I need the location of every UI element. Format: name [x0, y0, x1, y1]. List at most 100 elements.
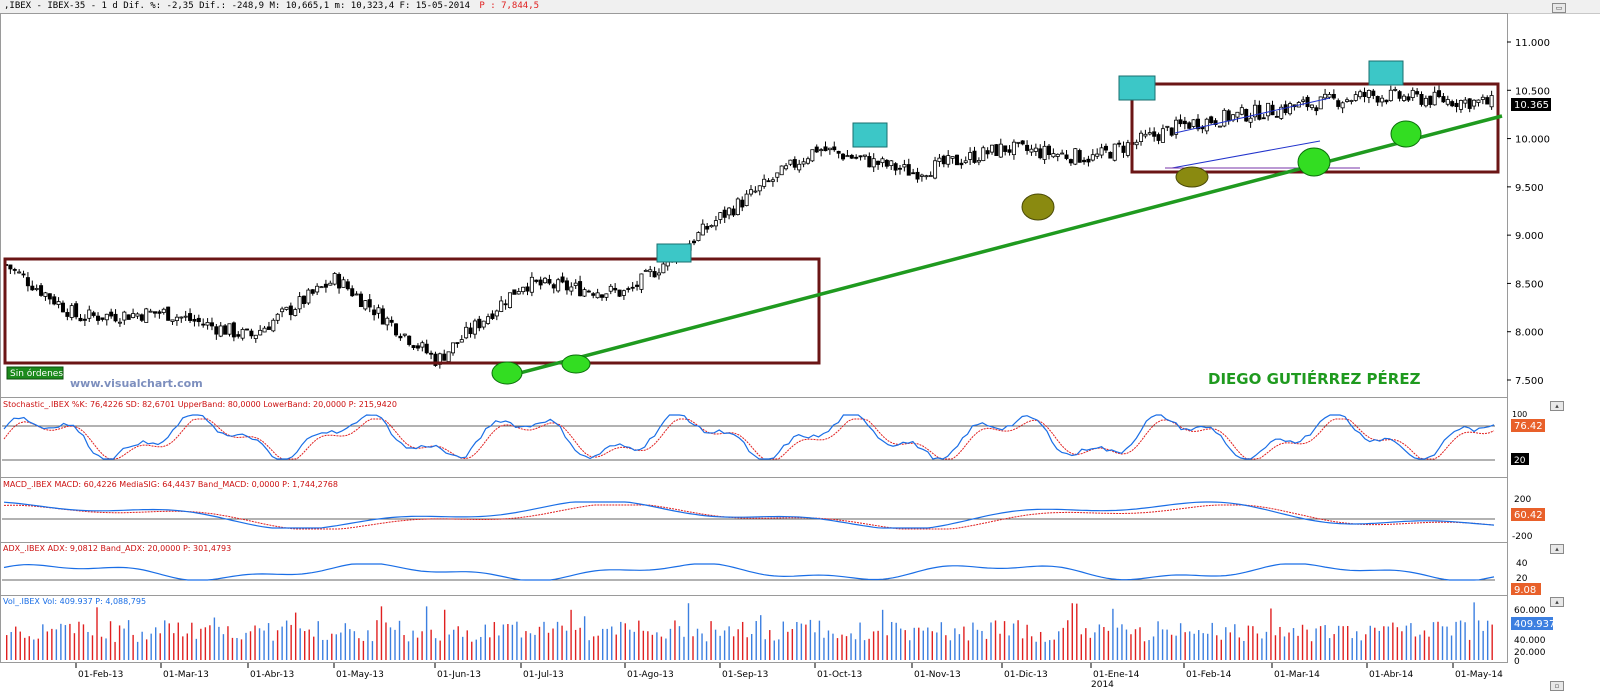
candle — [1011, 141, 1016, 156]
watermark: www.visualchart.com — [70, 377, 203, 390]
candle — [709, 225, 714, 228]
volume-bar — [854, 639, 857, 660]
volume-bar — [353, 631, 356, 660]
volume-bar — [434, 638, 437, 660]
volume-bar — [285, 620, 288, 660]
candle — [1077, 150, 1082, 163]
volume-bar — [1044, 641, 1046, 660]
candle — [328, 282, 333, 286]
volume-bar — [227, 626, 229, 660]
sin-ordenes-tag: Sin órdenes — [6, 366, 64, 380]
volume-bar — [236, 637, 238, 660]
volume-bar — [516, 621, 518, 660]
volume-bar — [881, 609, 884, 660]
candle — [1445, 99, 1450, 105]
volume-bar — [439, 640, 441, 660]
volume-bar — [308, 629, 310, 660]
volume-bar — [927, 627, 929, 660]
candle — [315, 285, 320, 293]
volume-bar — [918, 627, 920, 660]
volume-bar — [498, 635, 500, 660]
candle — [420, 342, 425, 348]
volume-bar — [719, 635, 721, 660]
volume-bar — [1374, 627, 1376, 660]
candle — [1060, 152, 1065, 155]
volume-bar — [791, 629, 794, 660]
volume-bar — [195, 638, 198, 660]
y-tick-label: 8.500 — [1515, 279, 1544, 290]
macd-scroll-icon[interactable]: ▴ — [1550, 544, 1564, 554]
volume-bar — [1392, 622, 1394, 660]
volume-bar — [1455, 621, 1457, 660]
candle — [415, 345, 420, 349]
candle — [1248, 117, 1253, 123]
candle — [1485, 97, 1490, 105]
volume-bar — [33, 639, 35, 660]
volume-bar — [728, 626, 730, 660]
x-tick-label: 01-Feb-14 — [1186, 670, 1232, 680]
volume-scroll-icon[interactable]: ▴ — [1550, 597, 1564, 607]
volume-legend: Vol_.IBEX Vol: 409.937 P: 4,088,795 — [3, 597, 146, 606]
candle — [1362, 91, 1367, 97]
candle — [928, 175, 933, 178]
candle — [1191, 119, 1196, 127]
volume-bar — [177, 622, 179, 660]
volume-bar — [1351, 638, 1353, 660]
volume-bar — [737, 629, 739, 660]
stochastic-scroll-icon[interactable]: ▴ — [1550, 401, 1564, 411]
volume-bar — [394, 629, 396, 660]
volume-bar — [741, 621, 744, 660]
candle — [196, 317, 201, 323]
candle — [534, 279, 539, 282]
candle — [135, 313, 140, 317]
candle — [446, 351, 451, 362]
volume-bar — [64, 625, 67, 660]
candle — [578, 281, 583, 297]
volume-bar — [1333, 634, 1335, 660]
volume-bar — [1369, 625, 1371, 660]
candle — [209, 322, 214, 327]
volume-bar — [272, 640, 274, 660]
volume-bar — [358, 638, 360, 660]
corner-settings-icon[interactable]: ▫ — [1550, 681, 1564, 691]
candle — [52, 296, 57, 305]
volume-bar — [845, 636, 848, 660]
x-tick-label: 01-Dic-13 — [1004, 670, 1048, 680]
candle — [1366, 90, 1371, 98]
x-tick-label: 01-Ene-14 — [1093, 670, 1140, 680]
candle — [1476, 99, 1481, 103]
panel-frames — [0, 13, 1508, 663]
candle — [700, 223, 705, 236]
volume-bar — [1076, 603, 1078, 660]
candle — [876, 160, 881, 165]
volume-bar — [949, 640, 952, 660]
volume-bar — [1378, 630, 1381, 660]
maximize-icon[interactable]: ▭ — [1552, 3, 1566, 13]
candle — [898, 167, 903, 170]
volume-bar — [213, 617, 216, 660]
candle — [775, 172, 780, 178]
volume-bar — [1225, 627, 1227, 660]
volume-bar — [1265, 631, 1268, 660]
volume-bar — [15, 626, 17, 660]
candle — [836, 150, 841, 154]
volume-bar — [407, 641, 410, 660]
candle — [455, 342, 460, 344]
volume-bar — [1283, 636, 1286, 660]
volume-bar — [863, 640, 866, 660]
volume-bar — [976, 629, 979, 660]
author-signature: DIEGO GUTIÉRREZ PÉREZ — [1208, 369, 1421, 388]
volume-bar — [1337, 625, 1340, 660]
candle — [205, 322, 210, 326]
candle — [91, 312, 96, 316]
candle — [1388, 89, 1393, 102]
candle — [332, 273, 337, 285]
volume-bar — [1157, 621, 1159, 660]
volume-bar — [335, 634, 338, 660]
candle — [560, 276, 565, 283]
volume-bar — [385, 622, 387, 660]
volume-value: 409.937 — [1514, 619, 1555, 630]
candle — [433, 353, 438, 366]
candle — [648, 269, 653, 273]
volume-bar — [1021, 638, 1024, 660]
